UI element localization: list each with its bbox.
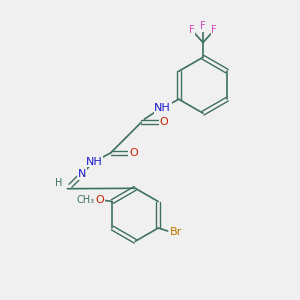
Text: F: F (200, 21, 206, 31)
Text: H: H (55, 178, 62, 188)
Text: N: N (78, 169, 86, 179)
Text: O: O (129, 148, 138, 158)
Text: F: F (212, 25, 217, 35)
Text: O: O (96, 195, 104, 205)
Text: Br: Br (170, 227, 183, 237)
Text: NH: NH (154, 103, 171, 113)
Text: O: O (160, 117, 168, 127)
Text: F: F (189, 25, 195, 35)
Text: NH: NH (86, 157, 103, 166)
Text: CH₃: CH₃ (76, 195, 94, 205)
